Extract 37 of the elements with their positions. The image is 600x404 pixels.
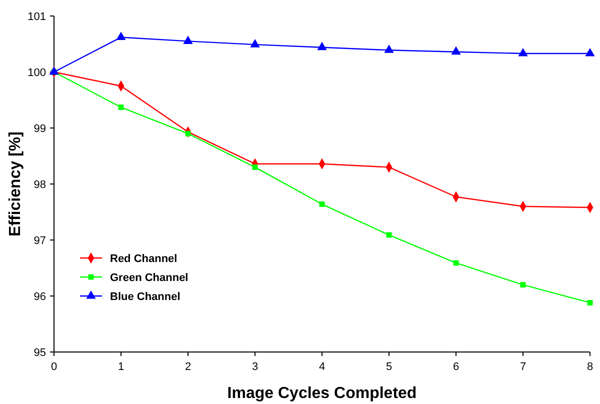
- y-tick-label: 97: [34, 234, 46, 247]
- point: [587, 300, 593, 306]
- legend-label: Green Channel: [110, 272, 188, 284]
- point: [520, 282, 526, 288]
- point: [183, 36, 193, 44]
- y-tick-label: 101: [28, 10, 46, 23]
- point: [319, 201, 325, 207]
- x-tick-label: 4: [318, 361, 326, 373]
- y-tick-label: 100: [28, 66, 46, 79]
- point: [118, 104, 124, 110]
- y-axis-title: Efficiency [%]: [7, 132, 24, 236]
- point: [250, 39, 260, 48]
- point: [518, 48, 528, 56]
- x-tick-label: 1: [118, 361, 124, 373]
- y-tick-label: 99: [34, 122, 46, 135]
- x-tick-label: 5: [386, 361, 392, 373]
- x-tick-label: 3: [252, 361, 258, 373]
- point: [451, 46, 461, 55]
- y-tick-label: 96: [34, 290, 46, 303]
- x-axis-title: Image Cycles Completed: [227, 385, 417, 402]
- legend-label: Blue Channel: [110, 290, 180, 303]
- point: [116, 32, 126, 40]
- point: [49, 66, 59, 75]
- point: [384, 44, 394, 53]
- x-tick-label: 7: [520, 361, 526, 373]
- y-tick-label: 98: [34, 178, 46, 191]
- x-tick-label: 2: [184, 361, 192, 373]
- point: [386, 232, 392, 238]
- x-tick-label: 0: [50, 361, 58, 373]
- x-tick-label: 6: [452, 361, 460, 373]
- point: [317, 42, 327, 50]
- point: [453, 260, 459, 266]
- y-tick-label: 95: [34, 346, 46, 359]
- point: [252, 164, 258, 170]
- point: [585, 48, 595, 56]
- legend-label: Red Channel: [110, 252, 178, 265]
- x-tick-label: 8: [586, 361, 594, 373]
